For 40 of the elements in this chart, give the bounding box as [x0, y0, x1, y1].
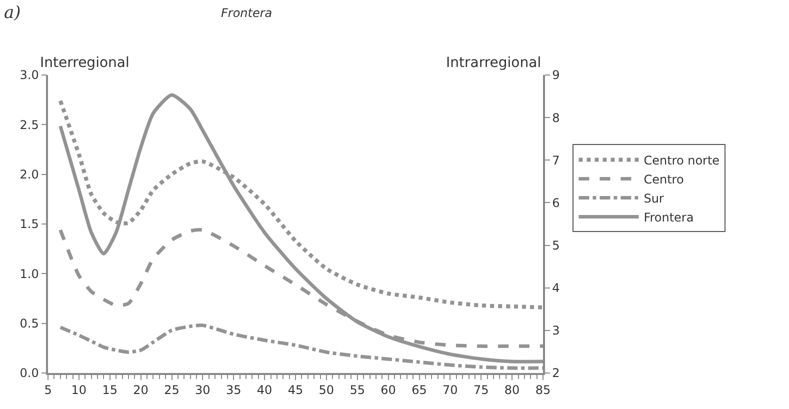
legend-label: Sur: [644, 191, 664, 206]
y-tick-label: 0.5: [20, 316, 39, 331]
x-tick-label: 70: [442, 383, 458, 398]
x-tick-label: 20: [133, 383, 148, 398]
y-tick-label: 1.5: [20, 217, 39, 232]
x-tick-label: 5: [44, 383, 52, 398]
y-tick-label: 0.0: [20, 366, 39, 380]
y2-tick-label: 4: [552, 281, 560, 296]
y-tick-label: 2.0: [20, 168, 39, 182]
y2-tick-label: 2: [552, 366, 560, 380]
legend-label: Centro: [644, 172, 684, 186]
x-tick-label: 10: [71, 383, 87, 398]
y2-tick-label: 5: [552, 238, 560, 252]
chart-title: Frontera: [221, 6, 272, 20]
y-tick-label: 1.0: [20, 266, 39, 281]
y-axis-title: Interregional: [40, 55, 130, 71]
legend-label: Centro norte: [644, 153, 720, 168]
y2-tick-label: 8: [552, 110, 560, 125]
y2-tick-label: 6: [552, 196, 560, 210]
text: a): [4, 3, 21, 23]
x-tick-label: 45: [288, 383, 304, 398]
x-tick-label: 55: [350, 383, 366, 398]
y-tick-label: 3.0: [20, 68, 39, 82]
x-tick-label: 75: [473, 383, 489, 398]
y2-tick-label: 3: [552, 324, 560, 338]
x-tick-label: 60: [380, 383, 396, 398]
x-tick-label: 15: [102, 383, 118, 398]
x-tick-label: 80: [504, 383, 520, 398]
x-tick-label: 35: [226, 383, 242, 398]
legend-label: Frontera: [644, 210, 694, 224]
x-tick-label: 30: [195, 383, 210, 398]
y2-tick-label: 7: [552, 153, 560, 168]
x-tick-label: 25: [164, 383, 180, 398]
x-tick-label: 85: [535, 383, 551, 398]
x-tick-label: 50: [318, 383, 334, 398]
y-tick-label: 2.5: [20, 118, 39, 132]
x-tick-label: 40: [256, 383, 272, 398]
x-tick-label: 65: [412, 383, 427, 398]
y2-axis-title: Intrarregional: [446, 55, 542, 71]
y2-tick-label: 9: [552, 68, 560, 82]
